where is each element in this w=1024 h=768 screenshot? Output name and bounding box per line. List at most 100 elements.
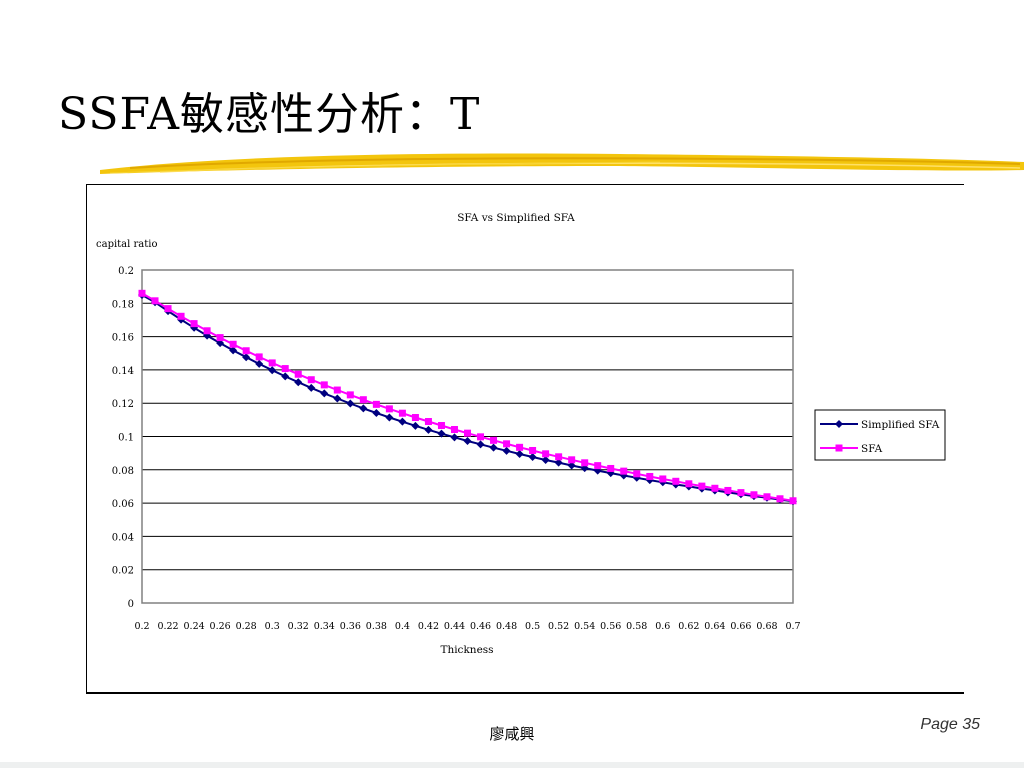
data-point-square <box>177 312 185 320</box>
data-point-diamond <box>437 429 446 438</box>
x-tick-label: 0.22 <box>157 621 178 632</box>
data-point-diamond <box>268 366 277 375</box>
data-point-square <box>464 429 471 437</box>
data-point-square <box>698 482 706 490</box>
x-tick-label: 0.3 <box>265 621 280 632</box>
data-point-square <box>633 470 641 478</box>
data-point-diamond <box>515 449 524 458</box>
y-tick-label: 0.1 <box>118 433 134 444</box>
data-point-diamond <box>255 359 264 368</box>
x-tick-label: 0.44 <box>444 621 465 632</box>
data-point-square <box>164 305 172 313</box>
data-point-square <box>490 436 498 444</box>
data-point-square <box>229 340 237 348</box>
data-point-square <box>450 426 458 434</box>
data-point-square <box>242 347 250 355</box>
y-tick-label: 0.12 <box>112 399 134 410</box>
data-point-square <box>203 327 211 335</box>
data-point-square <box>659 475 667 483</box>
data-point-square <box>737 489 745 497</box>
data-point-diamond <box>294 378 303 387</box>
data-point-square <box>685 480 693 488</box>
chart-frame: SFA vs Simplified SFA capital ratio Thic… <box>86 184 964 694</box>
series-line <box>141 294 794 503</box>
y-tick-label: 0.02 <box>112 566 134 577</box>
y-tick-labels: 0.2 0.18 0.16 0.14 0.12 0.1 0.08 0.06 0.04 0.02 0 <box>112 266 134 610</box>
data-point-square <box>529 446 537 454</box>
legend: Simplified SFA SFA <box>814 409 946 461</box>
x-tick-label: 0.5 <box>525 621 540 632</box>
data-point-diamond <box>554 458 563 467</box>
legend-label-simplified: Simplified SFA <box>861 419 940 431</box>
data-point-square <box>503 440 511 448</box>
x-tick-label: 0.34 <box>314 621 335 632</box>
x-tick-label: 0.4 <box>395 621 410 632</box>
data-point-diamond <box>489 443 498 452</box>
brush-stroke-divider <box>100 153 1024 174</box>
data-point-diamond <box>385 413 394 422</box>
data-point-diamond <box>398 417 407 426</box>
data-point-diamond <box>320 389 329 398</box>
data-point-square <box>672 477 680 485</box>
x-tick-label: 0.32 <box>288 621 309 632</box>
bottom-band <box>0 762 1024 768</box>
data-point-square <box>477 433 485 441</box>
x-tick-label: 0.7 <box>785 621 800 632</box>
data-point-diamond <box>307 383 316 392</box>
data-point-square <box>268 359 276 367</box>
x-tick-label: 0.6 <box>655 621 670 632</box>
data-point-diamond <box>372 409 381 418</box>
data-point-square <box>294 370 302 378</box>
legend-square-marker <box>835 444 843 452</box>
y-tick-label: 0.08 <box>112 466 134 477</box>
data-point-square <box>555 453 563 461</box>
data-point-diamond <box>346 399 355 408</box>
data-point-diamond <box>424 425 433 434</box>
y-tick-label: 0.16 <box>112 333 134 344</box>
data-point-square <box>542 450 550 458</box>
x-tick-label: 0.42 <box>418 621 439 632</box>
y-tick-label: 0.14 <box>112 366 134 377</box>
data-point-diamond <box>359 404 368 413</box>
data-point-square <box>190 320 198 328</box>
data-point-square <box>359 396 367 404</box>
data-point-square <box>216 334 224 342</box>
x-tick-label: 0.54 <box>574 621 595 632</box>
x-tick-label: 0.24 <box>184 621 205 632</box>
footer-author: 廖咸興 <box>489 725 535 743</box>
data-point-square <box>255 353 263 361</box>
data-point-square <box>333 386 341 394</box>
x-tick-label: 0.48 <box>496 621 517 632</box>
y-tick-label: 0.18 <box>112 299 134 310</box>
data-point-square <box>516 443 524 451</box>
legend-box <box>814 409 946 461</box>
data-point-diamond <box>450 433 459 442</box>
gridlines <box>142 302 793 571</box>
x-tick-label: 0.2 <box>134 621 149 632</box>
data-point-diamond <box>229 346 238 355</box>
data-point-square <box>385 405 393 413</box>
x-tick-label: 0.58 <box>626 621 647 632</box>
data-point-diamond <box>502 446 511 455</box>
data-point-square <box>763 493 771 501</box>
data-point-square <box>620 467 628 475</box>
data-point-diamond <box>567 461 576 470</box>
data-point-diamond <box>281 372 290 381</box>
x-tick-labels: 0.2 0.22 0.24 0.26 0.28 0.3 0.32 0.34 0.36 0.38 0.… <box>134 621 800 632</box>
data-point-square <box>411 414 419 422</box>
x-tick-label: 0.66 <box>730 621 751 632</box>
x-tick-label: 0.68 <box>756 621 777 632</box>
x-tick-label: 0.62 <box>678 621 699 632</box>
legend-label-sfa: SFA <box>861 443 883 455</box>
data-point-square <box>307 376 315 384</box>
data-point-diamond <box>476 440 485 449</box>
series-sfa <box>138 289 797 505</box>
chart-title: SFA vs Simplified SFA <box>457 212 575 224</box>
x-tick-label: 0.46 <box>470 621 491 632</box>
data-point-square <box>281 365 289 373</box>
x-axis-label: Thickness <box>440 644 493 656</box>
data-point-square <box>568 456 576 464</box>
data-point-square <box>151 297 159 305</box>
data-point-diamond <box>463 436 472 445</box>
data-point-square <box>437 422 445 430</box>
